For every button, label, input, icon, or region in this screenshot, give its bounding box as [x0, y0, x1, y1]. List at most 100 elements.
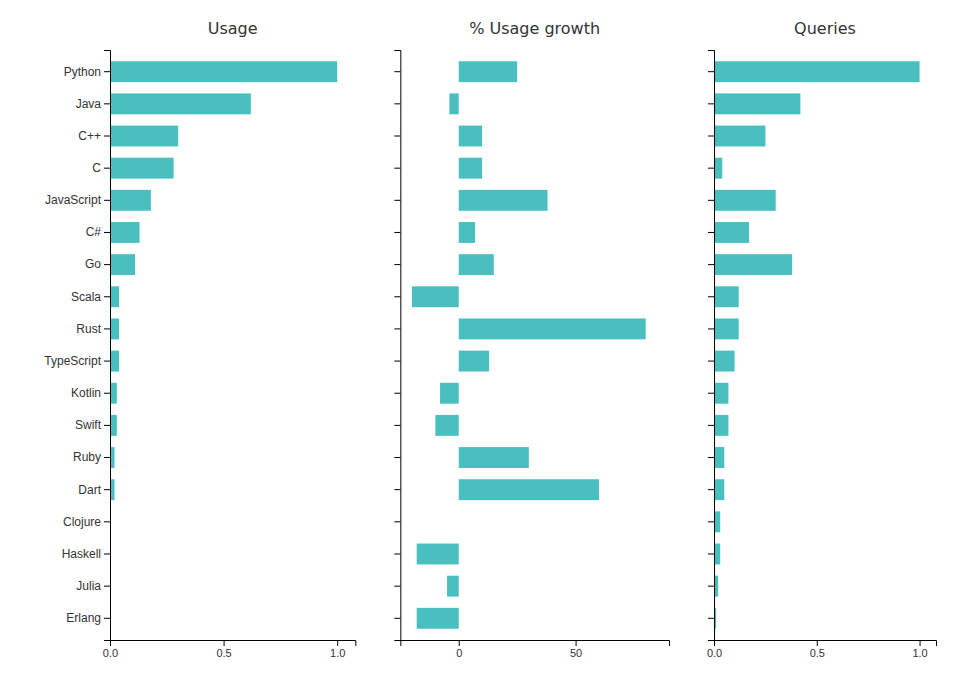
- bar: [459, 126, 482, 147]
- tick-mark: [708, 425, 714, 426]
- tick-label: Haskell: [62, 547, 101, 561]
- y-tick: Erlang: [66, 611, 110, 625]
- tick-mark: [104, 457, 110, 458]
- tick-mark: [394, 553, 400, 554]
- panel: 0.00.51.0PythonJavaC++CJavaScriptC#GoSca…: [44, 19, 356, 659]
- x-tick: 0.5: [810, 640, 825, 659]
- y-tick: [708, 232, 714, 233]
- chart-canvas: 0.00.51.0PythonJavaC++CJavaScriptC#GoSca…: [0, 0, 960, 685]
- axis-line: [394, 51, 401, 641]
- tick-label: TypeScript: [44, 354, 101, 368]
- y-tick: [708, 328, 714, 329]
- tick-label: Kotlin: [71, 386, 101, 400]
- y-tick: [394, 71, 400, 72]
- panel: 0.00.51.0Queries: [707, 19, 937, 659]
- axis-line: [708, 51, 715, 641]
- y-tick: Java: [76, 97, 110, 111]
- tick-label: Java: [76, 97, 102, 111]
- bar: [714, 254, 792, 275]
- bar: [714, 286, 739, 307]
- y-axis: [394, 51, 401, 641]
- bars: [412, 61, 646, 628]
- panel-title: % Usage growth: [469, 19, 600, 38]
- x-tick: 1.0: [330, 640, 345, 659]
- tick-label: 0.0: [103, 647, 118, 659]
- y-tick: C: [92, 161, 110, 175]
- y-tick: Python: [64, 65, 110, 79]
- y-tick: Clojure: [63, 515, 110, 529]
- bar: [447, 576, 459, 597]
- bar: [714, 126, 765, 147]
- tick-mark: [394, 264, 400, 265]
- y-tick: [394, 618, 400, 619]
- bar: [459, 158, 482, 179]
- bar: [110, 93, 251, 114]
- bar: [417, 544, 459, 565]
- tick-mark: [708, 264, 714, 265]
- bar: [714, 190, 776, 211]
- y-tick: [394, 521, 400, 522]
- y-tick: JavaScript: [45, 193, 110, 207]
- bar: [714, 383, 728, 404]
- x-tick: 50: [570, 640, 582, 659]
- y-tick: [394, 457, 400, 458]
- y-tick: Go: [85, 257, 110, 271]
- y-tick: [708, 425, 714, 426]
- y-tick: Haskell: [62, 547, 110, 561]
- y-tick: C#: [86, 225, 110, 239]
- tick-label: Julia: [76, 579, 101, 593]
- tick-mark: [104, 489, 110, 490]
- tick-label: 0.0: [707, 647, 722, 659]
- y-tick: [394, 200, 400, 201]
- y-tick: [708, 553, 714, 554]
- bar: [435, 415, 458, 436]
- x-tick: 0.5: [216, 640, 231, 659]
- tick-mark: [104, 71, 110, 72]
- tick-mark: [576, 640, 577, 646]
- y-tick: [708, 361, 714, 362]
- y-tick: [394, 136, 400, 137]
- bar: [110, 286, 119, 307]
- bar: [110, 61, 337, 82]
- bars: [714, 61, 920, 628]
- bars: [110, 61, 337, 500]
- y-tick: Kotlin: [71, 386, 110, 400]
- bar: [110, 415, 117, 436]
- tick-mark: [920, 640, 921, 646]
- tick-label: Ruby: [73, 450, 101, 464]
- tick-mark: [394, 168, 400, 169]
- bar: [412, 286, 459, 307]
- tick-label: 0.5: [810, 647, 825, 659]
- x-tick: 0.0: [707, 640, 722, 659]
- tick-mark: [708, 168, 714, 169]
- tick-label: Scala: [71, 290, 101, 304]
- y-tick: [394, 328, 400, 329]
- y-tick: [708, 521, 714, 522]
- tick-mark: [708, 489, 714, 490]
- x-axis: 050: [401, 640, 670, 659]
- tick-mark: [394, 618, 400, 619]
- y-tick: [708, 489, 714, 490]
- y-tick: [708, 393, 714, 394]
- y-tick: [708, 103, 714, 104]
- tick-label: C: [92, 161, 101, 175]
- y-tick: [708, 136, 714, 137]
- x-axis: 0.00.51.0: [707, 640, 937, 659]
- tick-label: Dart: [78, 483, 101, 497]
- tick-mark: [708, 393, 714, 394]
- tick-mark: [104, 328, 110, 329]
- bar: [110, 158, 174, 179]
- tick-mark: [104, 200, 110, 201]
- tick-mark: [104, 232, 110, 233]
- bar: [459, 222, 475, 243]
- tick-mark: [708, 553, 714, 554]
- y-tick: Rust: [76, 322, 110, 336]
- bar: [714, 158, 722, 179]
- bar: [459, 61, 517, 82]
- y-axis: PythonJavaC++CJavaScriptC#GoScalaRustTyp…: [44, 51, 110, 641]
- y-tick: [708, 71, 714, 72]
- tick-mark: [708, 232, 714, 233]
- y-tick: [394, 586, 400, 587]
- panel-title: Usage: [208, 19, 258, 38]
- tick-mark: [104, 296, 110, 297]
